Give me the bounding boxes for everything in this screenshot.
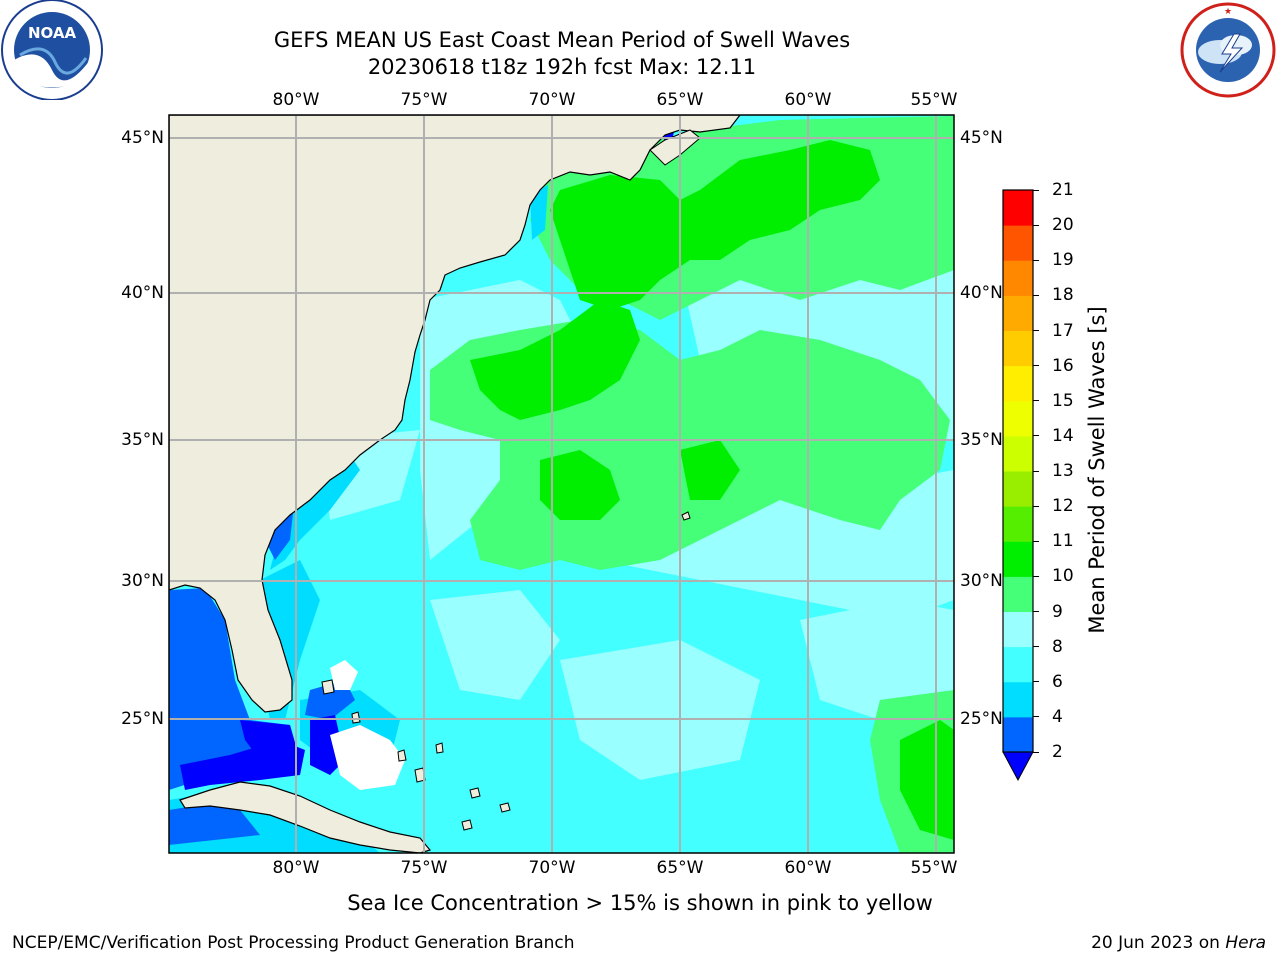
colorbar-segment <box>1003 716 1033 753</box>
lon-label-bottom: 60°W <box>784 858 832 878</box>
lon-label-top: 75°W <box>400 90 448 110</box>
graticule <box>169 115 954 853</box>
colorbar-tick-mark <box>1033 470 1039 472</box>
lon-label-bottom: 75°W <box>400 858 448 878</box>
map-title: GEFS MEAN US East Coast Mean Period of S… <box>273 28 851 52</box>
colorbar-tick-label: 21 <box>1052 180 1074 200</box>
colorbar-tick-mark <box>1033 646 1039 648</box>
colorbar-tick-mark <box>1033 435 1039 437</box>
colorbar-tick-label: 4 <box>1052 706 1063 727</box>
swell-10-11s-region <box>470 140 954 840</box>
lat-label-right: 45°N <box>960 128 1003 148</box>
run-info: 20 Jun 2023 on Hera <box>1091 933 1266 953</box>
colorbar-tick-mark <box>1033 751 1039 753</box>
land-bermuda <box>681 511 691 521</box>
colorbar-tick-label: 9 <box>1052 601 1063 622</box>
colorbar-segment <box>1003 506 1033 542</box>
colorbar-tick-mark <box>1033 681 1039 683</box>
colorbar-segment <box>1003 435 1033 472</box>
colorbar-segment <box>1003 471 1033 507</box>
colorbar-segment <box>1003 541 1033 577</box>
lon-label-bottom: 55°W <box>910 858 958 878</box>
colorbar-tick-mark <box>1033 224 1039 226</box>
colorbar-tick-label: 11 <box>1052 531 1074 552</box>
colorbar-segment <box>1003 260 1033 296</box>
lat-label-right: 25°N <box>960 709 1003 729</box>
colorbar-tick-mark <box>1033 330 1039 331</box>
colorbar-tick-mark <box>1033 189 1039 191</box>
colorbar-tick-label: 18 <box>1052 285 1074 306</box>
land-bahamas <box>321 679 511 831</box>
colorbar-tick-mark <box>1033 365 1039 367</box>
lat-label-left: 25°N <box>121 709 164 729</box>
lon-label-bottom: 80°W <box>272 858 320 878</box>
colorbar-under-arrow <box>1002 751 1034 782</box>
lat-label-left: 45°N <box>121 128 164 148</box>
colorbar-segment <box>1003 611 1033 648</box>
colorbar-segment <box>1003 681 1033 718</box>
lat-label-right: 40°N <box>960 283 1003 303</box>
lon-label-top: 65°W <box>656 90 704 110</box>
map-frame <box>168 114 955 854</box>
lon-label-top: 70°W <box>528 90 576 110</box>
colorbar-tick-mark <box>1033 294 1039 296</box>
colorbar-tick-label: 19 <box>1052 250 1074 271</box>
nws-logo: ★ <box>1180 2 1276 98</box>
colorbar-tick-label: 2 <box>1052 742 1063 762</box>
colorbar-tick-label: 12 <box>1052 496 1074 517</box>
lat-label-right: 35°N <box>960 430 1003 450</box>
colorbar-tick-label: 6 <box>1052 671 1063 692</box>
noaa-logo-text: NOAA <box>28 24 77 42</box>
svg-text:★: ★ <box>1224 7 1232 17</box>
colorbar-segment <box>1003 646 1033 683</box>
colorbar-segment <box>1003 365 1033 402</box>
colorbar <box>1002 189 1034 782</box>
lon-label-bottom: 65°W <box>656 858 704 878</box>
colorbar-tick-label: 13 <box>1052 461 1074 481</box>
colorbar-tick-label: 8 <box>1052 636 1063 657</box>
colorbar-segment <box>1003 190 1033 226</box>
lon-label-top: 80°W <box>272 90 320 110</box>
noaa-logo: NOAA <box>1 0 103 100</box>
machine-name: Hera <box>1225 933 1266 953</box>
colorbar-tick-label: 14 <box>1052 425 1074 446</box>
colorbar-tick-mark <box>1033 540 1039 542</box>
colorbar-segment <box>1003 225 1033 261</box>
colorbar-tick-label: 17 <box>1052 320 1074 341</box>
lon-label-top: 55°W <box>910 90 958 110</box>
run-date: 20 Jun 2023 on <box>1091 933 1220 953</box>
colorbar-tick-label: 16 <box>1052 355 1074 376</box>
lat-label-left: 35°N <box>121 430 164 450</box>
colorbar-segment <box>1003 295 1033 331</box>
colorbar-segment <box>1003 330 1033 367</box>
lat-label-left: 40°N <box>121 283 164 303</box>
colorbar-segment <box>1003 576 1033 612</box>
colorbar-tick-label: 15 <box>1052 390 1074 411</box>
lat-label-left: 30°N <box>121 571 164 591</box>
lat-label-right: 30°N <box>960 571 1003 591</box>
colorbar-tick-label: 20 <box>1052 215 1074 236</box>
lon-label-bottom: 70°W <box>528 858 576 878</box>
credit-text: NCEP/EMC/Verification Post Processing Pr… <box>12 933 575 953</box>
colorbar-tick-mark <box>1033 400 1039 402</box>
land-north-america <box>169 115 741 713</box>
sea-ice-note: Sea Ice Concentration > 15% is shown in … <box>347 891 933 915</box>
colorbar-label: Mean Period of Swell Waves [s] <box>1085 306 1109 634</box>
colorbar-tick-mark <box>1033 575 1039 577</box>
colorbar-tick-mark <box>1033 259 1039 261</box>
colorbar-tick-label: 10 <box>1052 566 1074 587</box>
colorbar-tick-mark <box>1033 505 1039 507</box>
lon-label-top: 60°W <box>784 90 832 110</box>
colorbar-tick-mark <box>1033 716 1039 718</box>
colorbar-segment <box>1003 400 1033 437</box>
map-subtitle: 20230618 t18z 192h fcst Max: 12.11 <box>367 55 757 79</box>
colorbar-tick-mark <box>1033 611 1039 612</box>
